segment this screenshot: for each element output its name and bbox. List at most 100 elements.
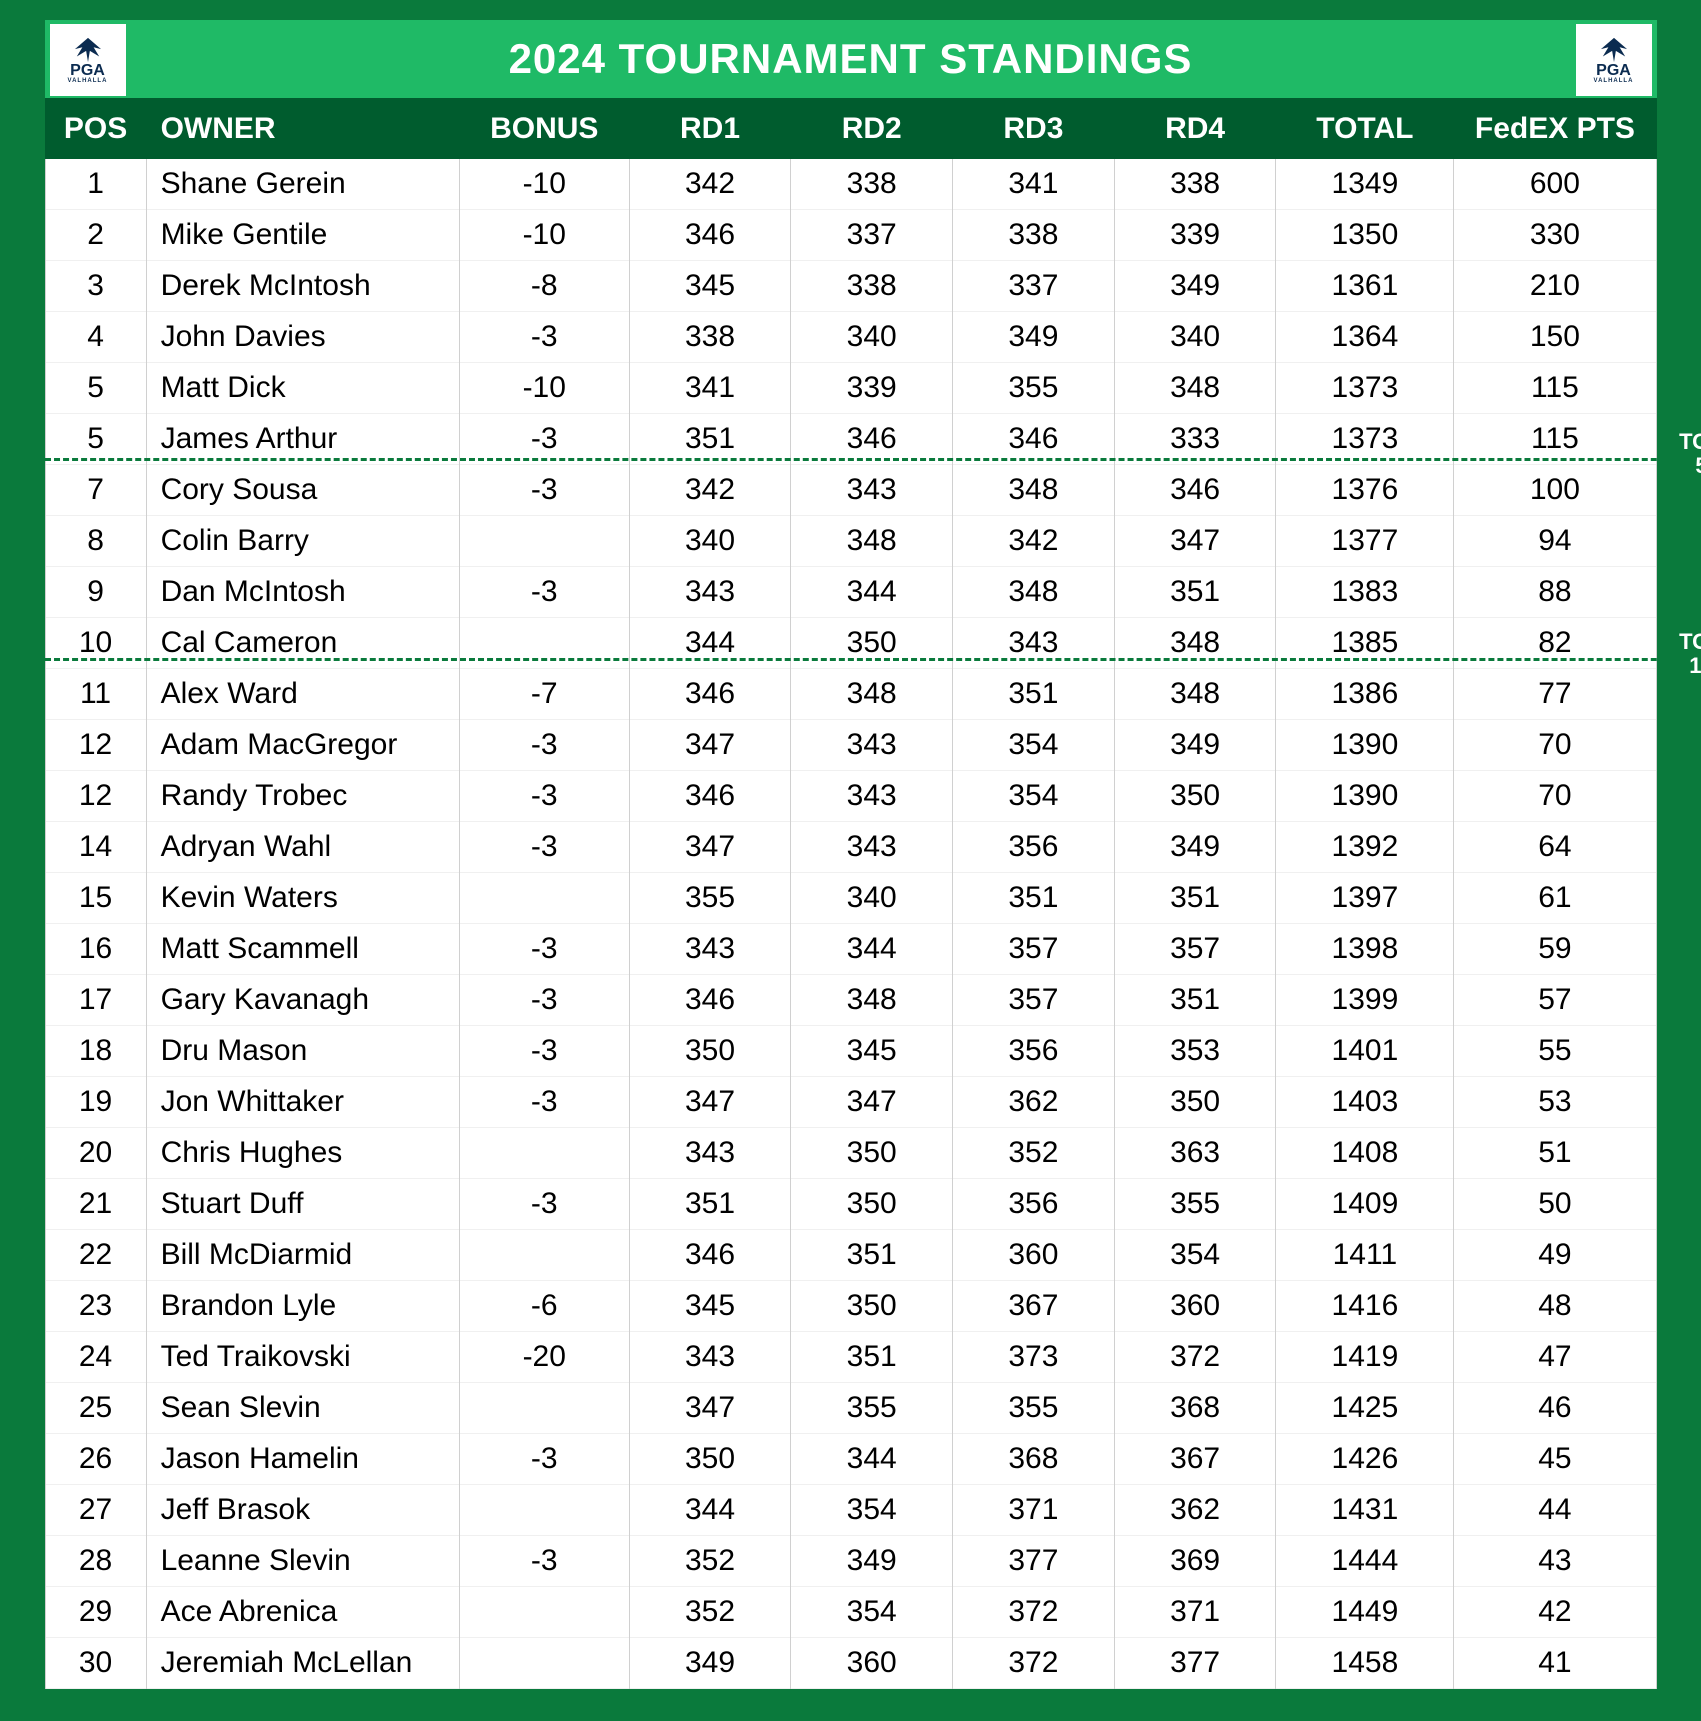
cell-owner: Alex Ward [146,669,459,720]
cell-rd2: 354 [791,1587,953,1638]
cell-owner: Matt Scammell [146,924,459,975]
cell-total: 1390 [1276,771,1454,822]
cell-bonus: -3 [459,1434,629,1485]
cell-rd3: 348 [953,465,1115,516]
cell-rd2: 350 [791,1281,953,1332]
table-row: 14Adryan Wahl-3347343356349139264 [45,822,1656,873]
cell-rd2: 360 [791,1638,953,1689]
cell-total: 1350 [1276,210,1454,261]
cell-rd4: 350 [1114,771,1276,822]
cell-rd2: 343 [791,822,953,873]
cell-pos: 17 [45,975,146,1026]
cell-total: 1386 [1276,669,1454,720]
cell-rd3: 372 [953,1587,1115,1638]
cell-fedex: 44 [1454,1485,1656,1536]
cell-bonus [459,1230,629,1281]
standings-panel: PGA VALHALLA 2024 TOURNAMENT STANDINGS P… [45,20,1657,1689]
cell-rd1: 343 [629,924,791,975]
cell-fedex: 57 [1454,975,1656,1026]
cell-rd1: 347 [629,822,791,873]
cell-fedex: 43 [1454,1536,1656,1587]
table-row: 27Jeff Brasok344354371362143144 [45,1485,1656,1536]
table-row: 17Gary Kavanagh-3346348357351139957 [45,975,1656,1026]
header-fedex: FedEX PTS [1454,99,1656,159]
cell-pos: 27 [45,1485,146,1536]
cell-total: 1373 [1276,414,1454,465]
cell-total: 1398 [1276,924,1454,975]
cell-fedex: 210 [1454,261,1656,312]
cell-rd1: 344 [629,1485,791,1536]
cell-rd3: 356 [953,822,1115,873]
cell-rd2: 351 [791,1332,953,1383]
cell-total: 1408 [1276,1128,1454,1179]
cell-rd4: 367 [1114,1434,1276,1485]
cell-total: 1390 [1276,720,1454,771]
table-row: 2Mike Gentile-103463373383391350330 [45,210,1656,261]
cell-rd2: 348 [791,516,953,567]
cell-rd2: 350 [791,1128,953,1179]
cell-total: 1397 [1276,873,1454,924]
cell-pos: 28 [45,1536,146,1587]
cell-rd1: 346 [629,669,791,720]
cell-rd3: 356 [953,1026,1115,1077]
cell-owner: Derek McIntosh [146,261,459,312]
cell-rd2: 344 [791,567,953,618]
cell-owner: Leanne Slevin [146,1536,459,1587]
cell-rd2: 344 [791,1434,953,1485]
cell-fedex: 600 [1454,159,1656,210]
table-row: 10Cal Cameron344350343348138582 [45,618,1656,669]
table-row: 5Matt Dick-103413393553481373115 [45,363,1656,414]
logo-main: PGA [1596,64,1631,78]
cell-fedex: 64 [1454,822,1656,873]
table-row: 18Dru Mason-3350345356353140155 [45,1026,1656,1077]
cell-total: 1419 [1276,1332,1454,1383]
cell-rd3: 372 [953,1638,1115,1689]
cell-rd3: 357 [953,975,1115,1026]
cell-rd2: 345 [791,1026,953,1077]
cell-rd2: 355 [791,1383,953,1434]
cell-rd3: 367 [953,1281,1115,1332]
cell-rd1: 341 [629,363,791,414]
cell-total: 1376 [1276,465,1454,516]
cell-owner: Ted Traikovski [146,1332,459,1383]
cell-fedex: 70 [1454,720,1656,771]
cell-rd4: 372 [1114,1332,1276,1383]
divider-label-line1: TOP [1679,429,1701,454]
cell-fedex: 48 [1454,1281,1656,1332]
cell-total: 1399 [1276,975,1454,1026]
cell-pos: 9 [45,567,146,618]
cell-rd1: 351 [629,1179,791,1230]
cell-owner: Chris Hughes [146,1128,459,1179]
cell-rd2: 349 [791,1536,953,1587]
cell-rd1: 347 [629,720,791,771]
standings-table: POS OWNER BONUS RD1 RD2 RD3 RD4 TOTAL Fe… [45,98,1657,1689]
cell-rd1: 352 [629,1536,791,1587]
cell-rd4: 333 [1114,414,1276,465]
cell-rd2: 337 [791,210,953,261]
header-bonus: BONUS [459,99,629,159]
cell-rd2: 339 [791,363,953,414]
cell-rd4: 350 [1114,1077,1276,1128]
cell-rd1: 345 [629,1281,791,1332]
divider-label-line2: 5 [1695,453,1701,478]
cell-rd2: 350 [791,618,953,669]
cell-owner: Adryan Wahl [146,822,459,873]
cell-bonus: -20 [459,1332,629,1383]
cell-rd4: 354 [1114,1230,1276,1281]
cell-owner: Cory Sousa [146,465,459,516]
cell-rd1: 342 [629,159,791,210]
cell-rd1: 343 [629,1128,791,1179]
cell-pos: 16 [45,924,146,975]
header-owner: OWNER [146,99,459,159]
cell-pos: 7 [45,465,146,516]
cell-pos: 19 [45,1077,146,1128]
cell-bonus: -3 [459,312,629,363]
cell-rd4: 347 [1114,516,1276,567]
cell-rd3: 337 [953,261,1115,312]
cell-rd2: 338 [791,261,953,312]
cell-pos: 26 [45,1434,146,1485]
cell-owner: John Davies [146,312,459,363]
cell-rd4: 362 [1114,1485,1276,1536]
cell-rd1: 347 [629,1077,791,1128]
cell-rd4: 377 [1114,1638,1276,1689]
